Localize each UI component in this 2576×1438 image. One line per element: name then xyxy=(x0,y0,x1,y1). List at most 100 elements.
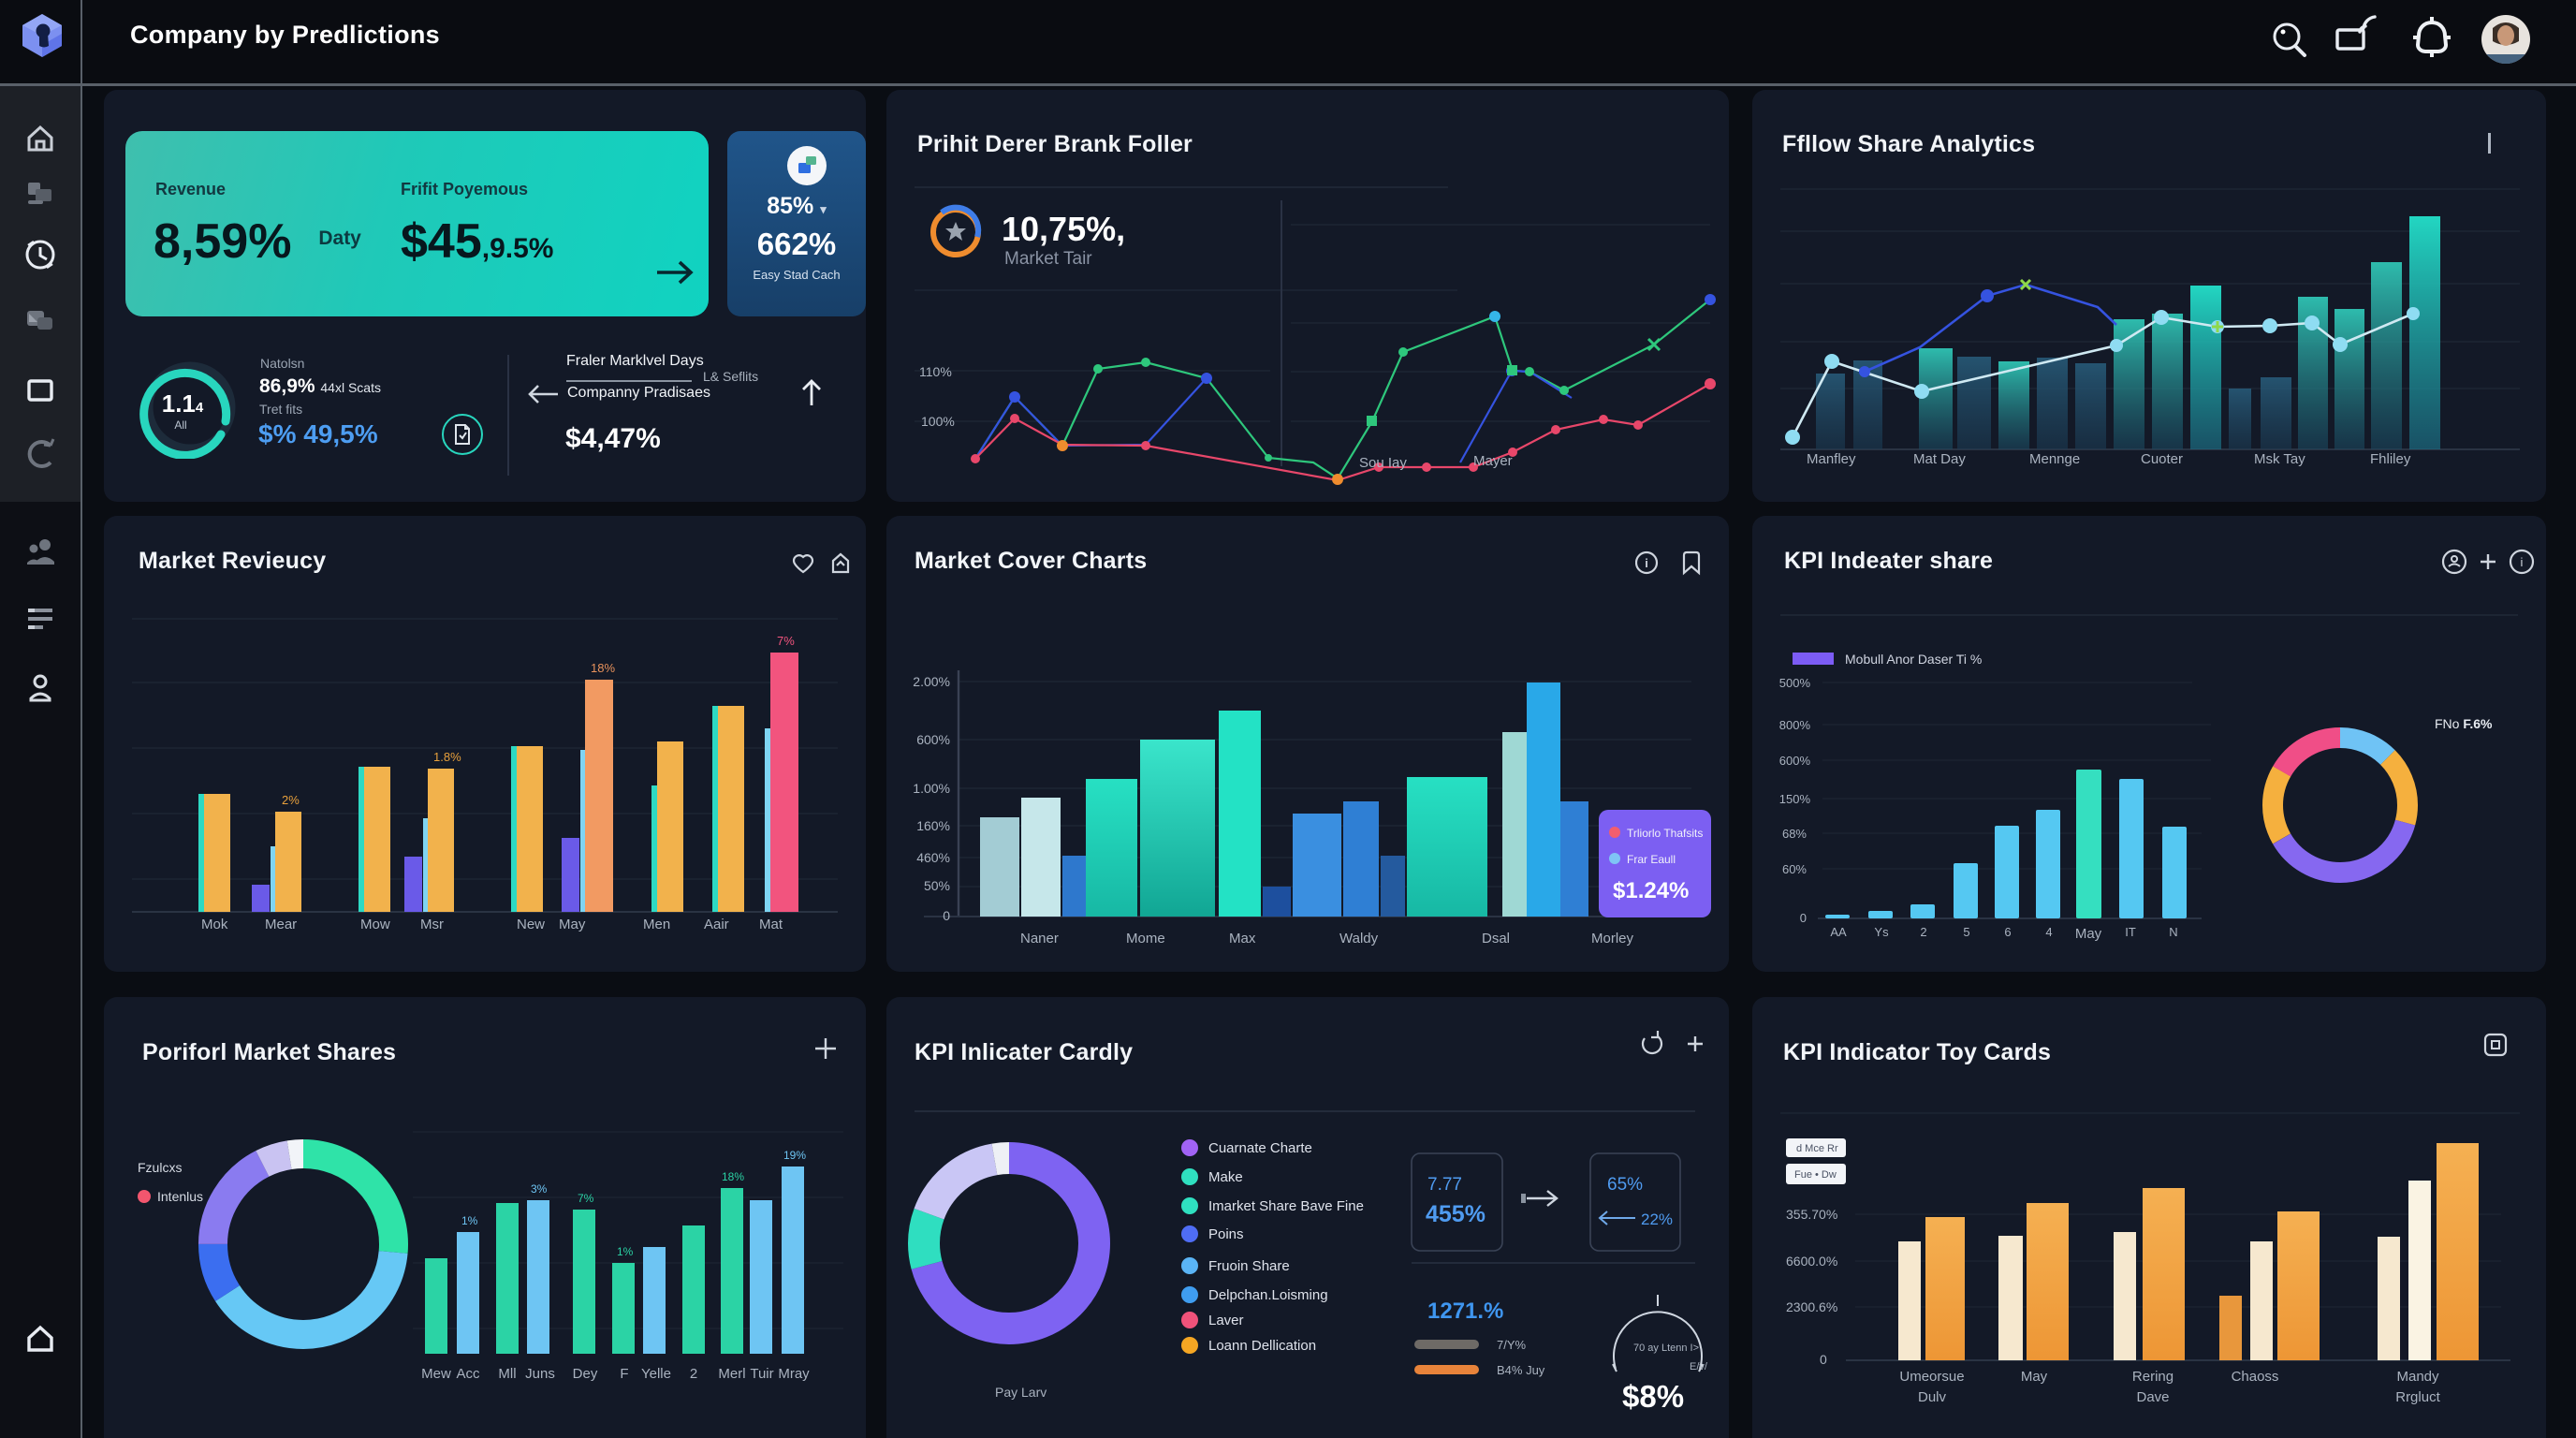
svg-text:7%: 7% xyxy=(578,1192,594,1205)
svg-text:Delpchan.Loisming: Delpchan.Loisming xyxy=(1208,1287,1328,1303)
svg-text:160%: 160% xyxy=(916,818,950,833)
svg-text:7%: 7% xyxy=(777,634,795,648)
svg-text:FNo F.6%: FNo F.6% xyxy=(2435,716,2493,731)
svg-text:460%: 460% xyxy=(916,850,950,865)
svg-text:68%: 68% xyxy=(1782,827,1807,841)
svg-text:2.00%: 2.00% xyxy=(913,674,950,689)
svg-text:AA: AA xyxy=(1830,925,1847,939)
svg-text:B4% Juy: B4% Juy xyxy=(1497,1363,1545,1377)
svg-text:4: 4 xyxy=(2045,925,2052,939)
svg-text:Mandy: Mandy xyxy=(2396,1369,2439,1385)
svg-text:E/v/: E/v/ xyxy=(1690,1361,1708,1372)
svg-text:Mow: Mow xyxy=(360,917,390,932)
svg-text:Mat: Mat xyxy=(759,917,783,932)
svg-text:3%: 3% xyxy=(531,1182,548,1196)
svg-text:Juns: Juns xyxy=(525,1366,555,1382)
svg-text:355.70%: 355.70% xyxy=(1786,1207,1837,1222)
svg-text:Dave: Dave xyxy=(2136,1389,2169,1405)
svg-text:Mok: Mok xyxy=(201,917,228,932)
svg-text:Make: Make xyxy=(1208,1169,1243,1185)
svg-text:Rrgluct: Rrgluct xyxy=(2395,1389,2440,1405)
svg-text:Dulv: Dulv xyxy=(1918,1389,1947,1405)
svg-text:Cuarnate Charte: Cuarnate Charte xyxy=(1208,1140,1312,1156)
svg-text:500%: 500% xyxy=(1779,676,1811,690)
svg-text:65%: 65% xyxy=(1607,1175,1643,1195)
svg-text:2300.6%: 2300.6% xyxy=(1786,1299,1837,1314)
svg-text:Frar Eaull: Frar Eaull xyxy=(1627,853,1676,866)
svg-text:May: May xyxy=(559,917,586,932)
svg-text:Cuoter: Cuoter xyxy=(2141,451,2183,467)
svg-text:2: 2 xyxy=(1920,925,1926,939)
svg-text:600%: 600% xyxy=(916,732,950,747)
svg-text:800%: 800% xyxy=(1779,718,1811,732)
svg-text:$1.24%: $1.24% xyxy=(1613,878,1689,903)
svg-text:F: F xyxy=(620,1366,628,1382)
svg-text:2: 2 xyxy=(690,1366,697,1382)
svg-text:Ys: Ys xyxy=(1874,925,1889,939)
svg-text:May: May xyxy=(2075,926,2102,942)
svg-text:Max: Max xyxy=(1229,931,1256,946)
svg-text:600%: 600% xyxy=(1779,754,1811,768)
svg-text:Mray: Mray xyxy=(778,1366,810,1382)
svg-text:70 ay Ltenn I>: 70 ay Ltenn I> xyxy=(1633,1343,1699,1354)
svg-text:110%: 110% xyxy=(919,364,952,379)
svg-text:7.77: 7.77 xyxy=(1427,1175,1462,1195)
svg-text:1.14: 1.14 xyxy=(162,389,204,418)
svg-text:1.00%: 1.00% xyxy=(913,781,950,796)
svg-text:Mome: Mome xyxy=(1126,931,1165,946)
svg-text:Intenlus: Intenlus xyxy=(157,1189,203,1204)
svg-text:Poins: Poins xyxy=(1208,1226,1244,1242)
svg-text:Men: Men xyxy=(643,917,670,932)
svg-text:1.8%: 1.8% xyxy=(433,750,461,764)
svg-text:New: New xyxy=(517,917,545,932)
svg-text:60%: 60% xyxy=(1782,862,1807,876)
svg-text:Pay Larv: Pay Larv xyxy=(995,1385,1046,1400)
svg-text:i: i xyxy=(2521,555,2524,569)
svg-text:Trliorlo Thafsits: Trliorlo Thafsits xyxy=(1627,827,1703,840)
svg-text:Fhliley: Fhliley xyxy=(2370,451,2411,467)
svg-text:Acc: Acc xyxy=(456,1366,480,1382)
svg-text:Umeorsue: Umeorsue xyxy=(1899,1369,1964,1385)
svg-text:Naner: Naner xyxy=(1020,931,1059,946)
svg-text:Fue • Dw: Fue • Dw xyxy=(1794,1169,1837,1181)
svg-text:N: N xyxy=(2169,925,2177,939)
svg-text:Mear: Mear xyxy=(265,917,297,932)
svg-text:d Mce Rr: d Mce Rr xyxy=(1796,1143,1838,1154)
svg-text:Mennge: Mennge xyxy=(2029,451,2080,467)
svg-text:5: 5 xyxy=(1963,925,1969,939)
svg-text:50%: 50% xyxy=(924,878,950,893)
svg-text:Dey: Dey xyxy=(573,1366,598,1382)
svg-text:18%: 18% xyxy=(722,1170,744,1183)
svg-text:Chaoss: Chaoss xyxy=(2232,1369,2279,1385)
svg-text:Waldy: Waldy xyxy=(1339,931,1379,946)
svg-text:Fruoin Share: Fruoin Share xyxy=(1208,1258,1290,1274)
svg-text:0: 0 xyxy=(1820,1352,1827,1367)
svg-text:Manfley: Manfley xyxy=(1807,451,1856,467)
svg-text:150%: 150% xyxy=(1779,792,1811,806)
svg-text:Mat Day: Mat Day xyxy=(1913,451,1966,467)
svg-text:IT: IT xyxy=(2125,925,2136,939)
svg-text:Msk Tay: Msk Tay xyxy=(2254,451,2305,467)
svg-text:Mobull Anor Daser Ti %: Mobull Anor Daser Ti % xyxy=(1845,652,1982,667)
svg-text:Tuir: Tuir xyxy=(750,1366,773,1382)
svg-text:Sou Iay: Sou Iay xyxy=(1359,455,1407,471)
svg-text:Aair: Aair xyxy=(704,917,729,932)
svg-text:i: i xyxy=(1645,556,1648,570)
svg-text:Fzulcxs: Fzulcxs xyxy=(138,1160,182,1175)
svg-text:Laver: Laver xyxy=(1208,1313,1244,1328)
svg-text:Rering: Rering xyxy=(2132,1369,2174,1385)
svg-text:Yelle: Yelle xyxy=(641,1366,671,1382)
svg-text:Msr: Msr xyxy=(420,917,444,932)
svg-text:Mew: Mew xyxy=(421,1366,451,1382)
svg-text:Merl: Merl xyxy=(718,1366,745,1382)
svg-text:18%: 18% xyxy=(591,661,615,675)
svg-text:Imarket Share Bave Fine: Imarket Share Bave Fine xyxy=(1208,1198,1364,1214)
svg-text:Dsal: Dsal xyxy=(1482,931,1510,946)
svg-text:7/Y%: 7/Y% xyxy=(1497,1338,1527,1352)
svg-text:1%: 1% xyxy=(617,1245,634,1258)
svg-text:22%: 22% xyxy=(1641,1211,1673,1228)
svg-text:Morley: Morley xyxy=(1591,931,1634,946)
svg-text:Mayer: Mayer xyxy=(1473,453,1513,469)
svg-text:1271.%: 1271.% xyxy=(1427,1299,1503,1324)
svg-text:0: 0 xyxy=(1800,911,1807,925)
